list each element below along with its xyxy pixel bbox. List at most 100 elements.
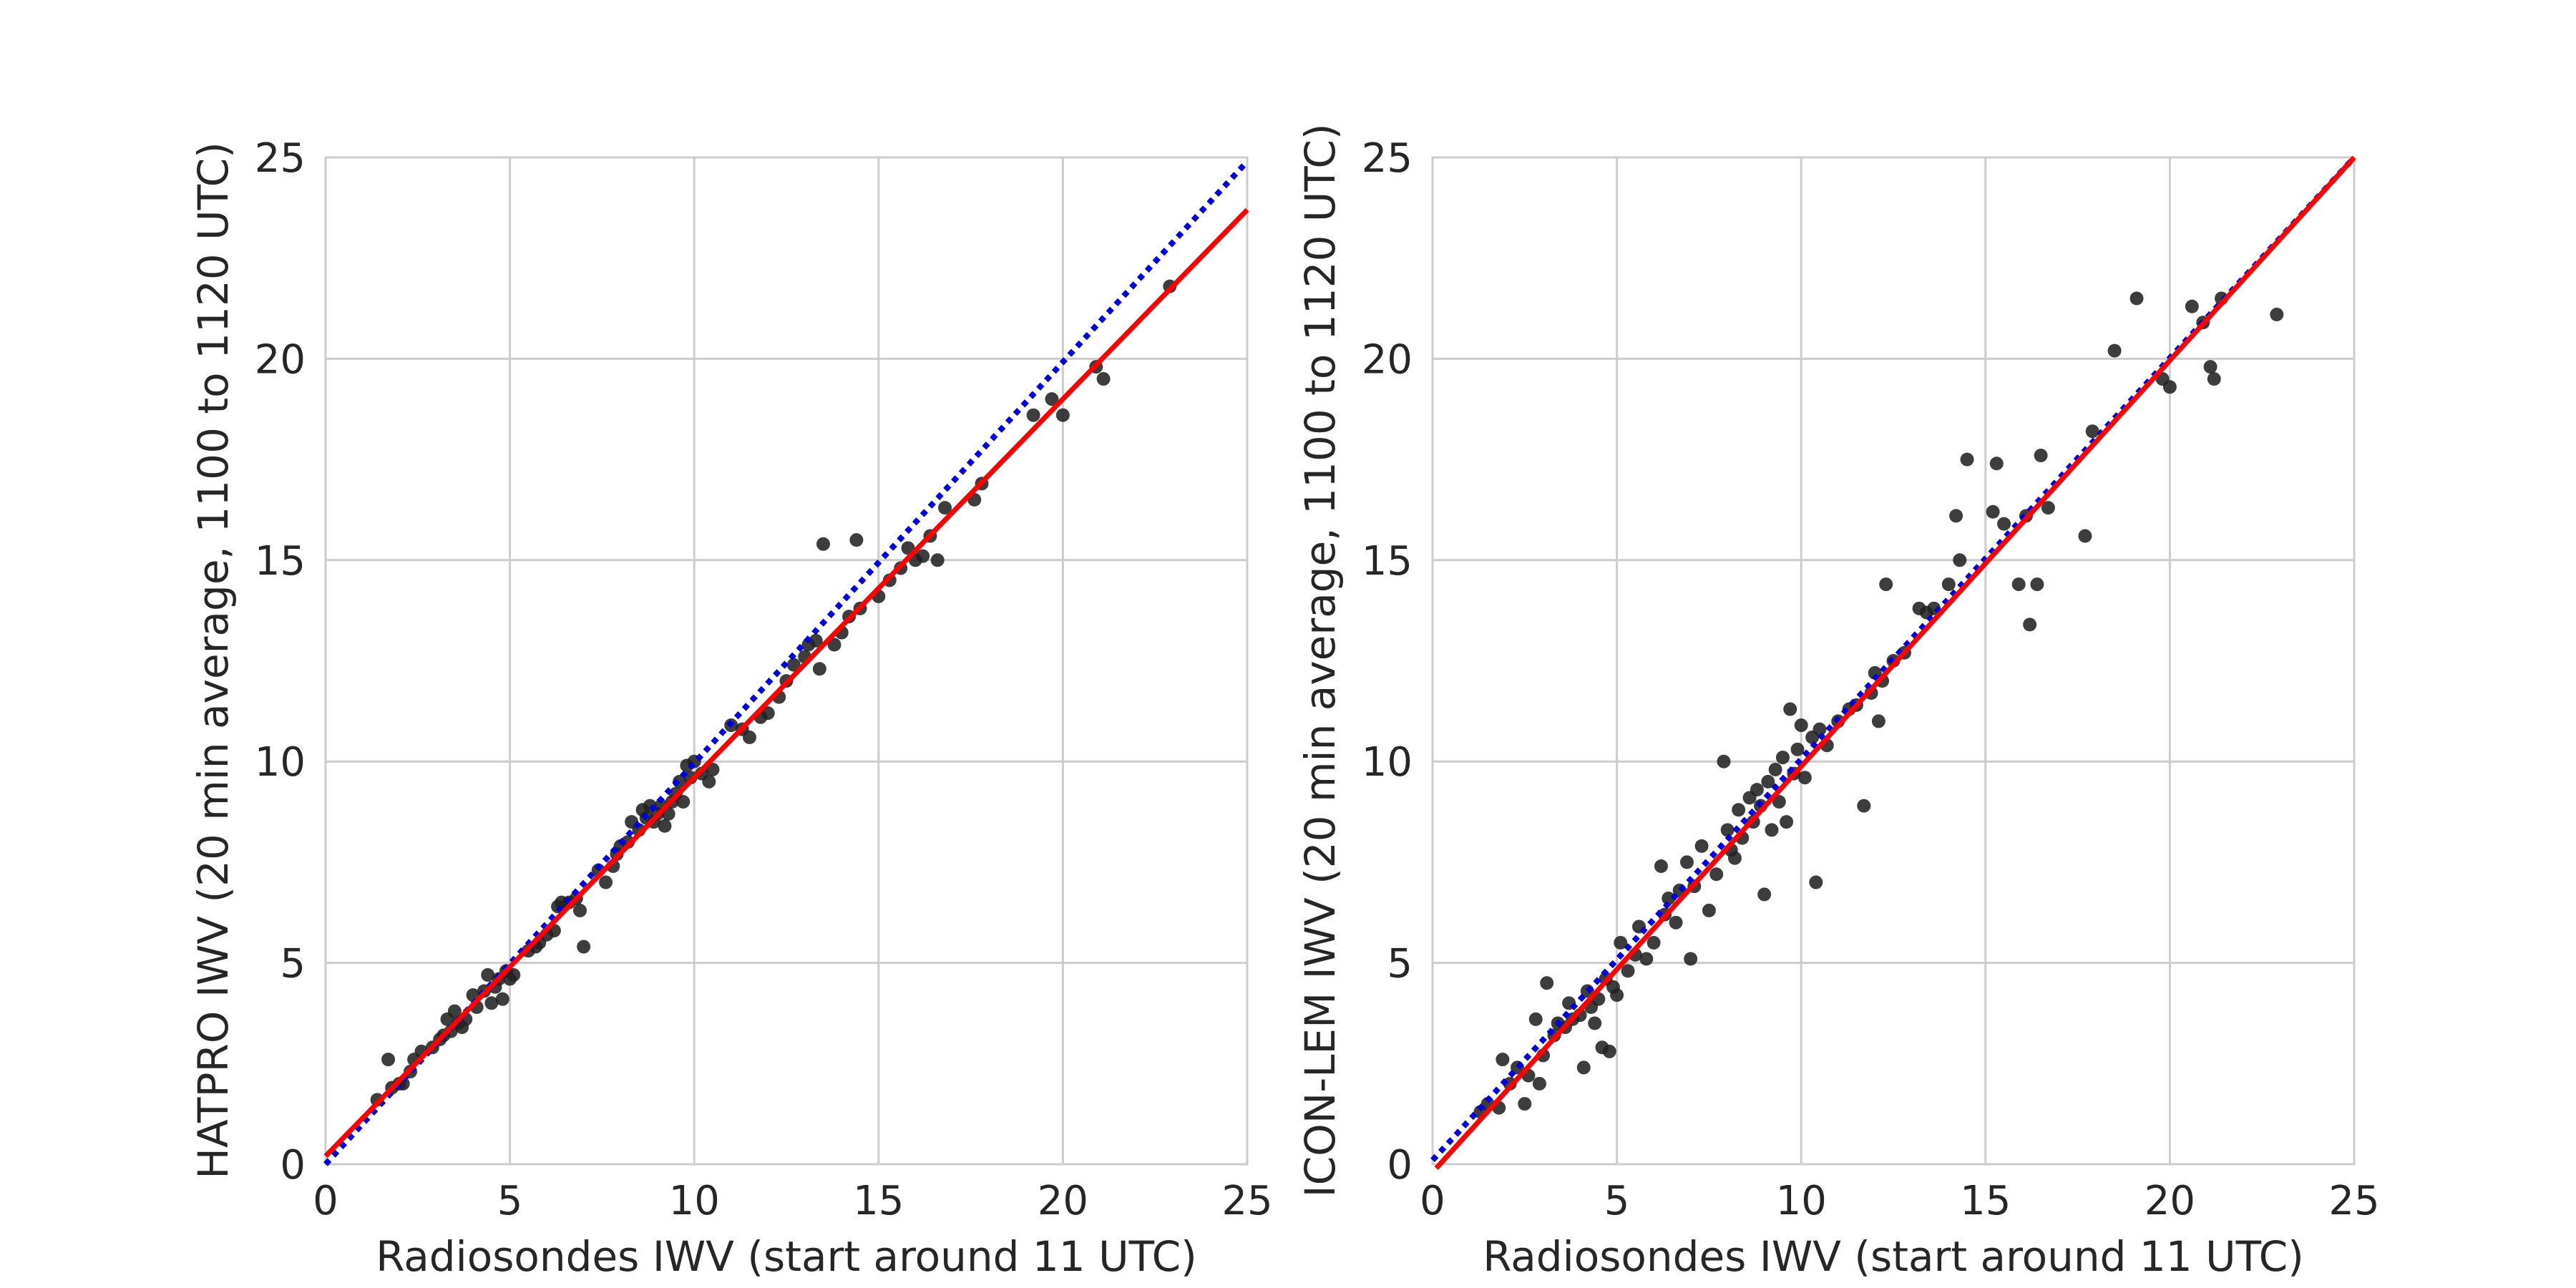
regression-fit-line <box>1434 155 2356 1170</box>
x-tick-labels: 0 5 10 15 20 25 <box>1420 1178 2379 1224</box>
data-point <box>1528 1012 1543 1026</box>
y-tick-label: 25 <box>255 135 306 182</box>
y-tick-label: 15 <box>1362 538 1413 585</box>
y-tick-label: 0 <box>280 1142 306 1189</box>
dotted-reference-line <box>323 159 1249 1166</box>
y-tick-label: 20 <box>1362 336 1413 383</box>
x-tick-label: 0 <box>1420 1178 1445 1224</box>
data-point <box>930 553 945 567</box>
data-point <box>1646 935 1661 950</box>
data-point <box>827 638 841 652</box>
data-point <box>761 706 775 721</box>
lines <box>323 159 1249 1166</box>
data-point <box>1989 457 2004 471</box>
data-point <box>812 662 826 676</box>
data-point <box>742 730 756 744</box>
y-axis-label: ICON-LEM IWV (20 min average, 1100 to 11… <box>1296 124 1345 1198</box>
data-point <box>1045 392 1059 406</box>
data-point <box>1694 839 1709 853</box>
x-tick-label: 15 <box>1960 1178 2011 1224</box>
data-point <box>2034 448 2048 462</box>
icon-lem-scatter-panel: 0 5 10 15 20 25 0 5 10 15 20 25 Radiosondes IWV (s… <box>1296 124 2380 1281</box>
data-point <box>1662 892 1676 906</box>
data-point <box>1518 1097 1532 1111</box>
data-point <box>1765 823 1779 837</box>
x-tick-labels: 0 5 10 15 20 25 <box>313 1178 1272 1224</box>
data-point <box>1532 1076 1546 1091</box>
data-point <box>676 794 691 809</box>
data-point <box>938 501 952 515</box>
data-point <box>1757 887 1772 902</box>
data-point <box>2030 577 2044 592</box>
grid <box>324 156 1249 1166</box>
data-point <box>481 967 495 982</box>
data-point <box>1761 774 1775 789</box>
data-point <box>1997 517 2011 531</box>
y-tick-label: 5 <box>280 941 306 987</box>
y-tick-label: 0 <box>1387 1142 1413 1189</box>
data-point <box>786 658 801 672</box>
data-point <box>1727 851 1742 865</box>
data-point <box>1879 577 1893 592</box>
data-point <box>1780 815 1794 829</box>
data-point <box>1794 718 1808 733</box>
axes-frame <box>324 156 1249 1166</box>
data-point <box>1702 903 1716 917</box>
x-tick-label: 20 <box>2145 1178 2195 1224</box>
data-point <box>1096 372 1111 386</box>
data-point <box>1871 714 1885 728</box>
data-point <box>1576 1060 1591 1075</box>
data-point <box>1986 504 2000 519</box>
x-axis-label: Radiosondes IWV (start around 11 UTC) <box>376 1232 1197 1281</box>
data-point <box>599 875 613 889</box>
data-point <box>1941 577 1956 592</box>
data-point <box>1669 915 1683 930</box>
y-tick-label: 5 <box>1387 941 1413 987</box>
regression-fit-line <box>323 208 1249 1158</box>
data-point <box>658 819 672 833</box>
data-point <box>1639 952 1654 966</box>
data-point <box>2023 618 2037 632</box>
x-tick-label: 10 <box>1776 1178 1827 1224</box>
data-point <box>484 996 499 1010</box>
data-point <box>572 903 587 917</box>
data-point <box>1783 702 1797 716</box>
y-tick-label: 20 <box>255 336 306 383</box>
data-point <box>495 992 509 1006</box>
x-tick-label: 10 <box>669 1178 720 1224</box>
data-point <box>1949 509 1963 523</box>
data-point <box>381 1053 396 1067</box>
data-point <box>809 633 823 648</box>
data-point <box>1772 794 1786 809</box>
data-point <box>1709 867 1724 882</box>
x-tick-label: 15 <box>853 1178 904 1224</box>
data-point <box>2203 360 2218 374</box>
data-point <box>702 774 716 789</box>
data-point <box>2085 424 2099 439</box>
data-point <box>1953 553 1967 567</box>
data-point <box>1790 742 1805 756</box>
data-point <box>1588 1016 1602 1030</box>
x-tick-label: 25 <box>1221 1178 1272 1224</box>
x-tick-label: 5 <box>497 1178 523 1224</box>
x-tick-label: 5 <box>1604 1178 1630 1224</box>
data-point <box>447 1004 462 1018</box>
x-tick-label: 0 <box>313 1178 338 1224</box>
data-point <box>1610 988 1624 1002</box>
data-point <box>849 533 864 547</box>
axes-frame <box>1431 156 2356 1166</box>
data-point <box>1768 762 1782 776</box>
data-point <box>2207 372 2221 386</box>
y-tick-label: 10 <box>1362 739 1413 786</box>
data-point <box>1654 859 1668 874</box>
data-point <box>706 762 720 776</box>
y-tick-label: 10 <box>255 739 306 786</box>
data-point <box>1684 952 1698 966</box>
data-point <box>1797 771 1812 785</box>
x-tick-label: 25 <box>2328 1178 2379 1224</box>
data-point <box>1809 875 1823 889</box>
y-tick-label: 25 <box>1362 135 1413 182</box>
y-tick-labels: 0 5 10 15 20 25 <box>255 135 306 1189</box>
